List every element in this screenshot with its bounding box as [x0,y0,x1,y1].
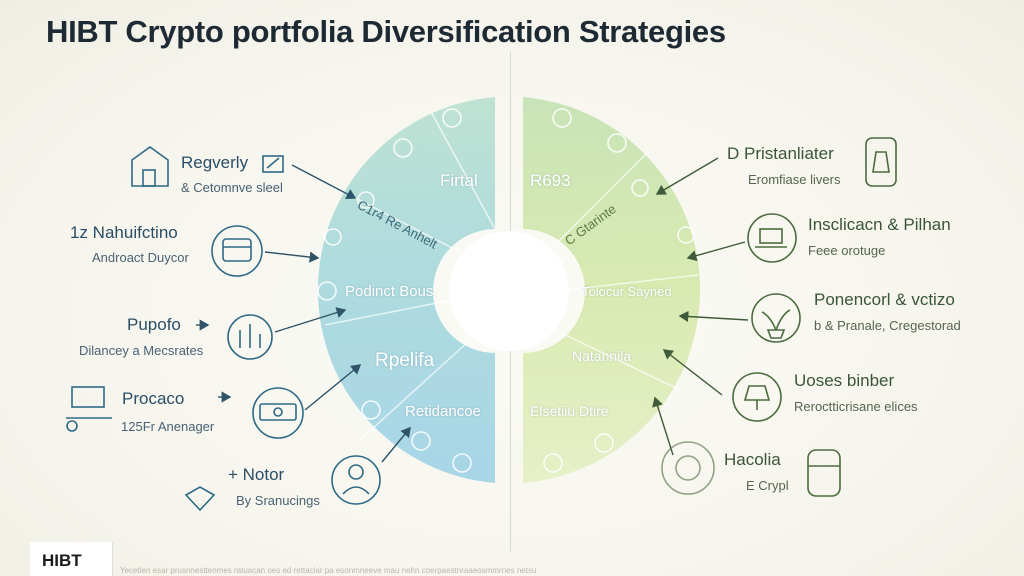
hibt-logo: HIBT [30,542,113,576]
left-item-3-subtitle: Dilancey a Mecsrates [79,343,204,358]
person-icon [331,455,381,505]
right-item-5-subtitle: E Crypl [746,478,789,493]
coin-icon [607,133,627,153]
right-item-2-title: Insclicacn & Pilhan [808,215,951,234]
right-item-2-subtitle: Feee orotuge [808,243,886,258]
money-bag-icon [661,441,715,495]
right-item-3-title: Ponencorl & vctizo [814,290,955,309]
bottle-icon [865,137,897,187]
chart-icon [227,314,273,360]
right-ring-segment [523,97,701,483]
left-item-2-subtitle: Androact Duycor [92,250,189,265]
left-item-5-subtitle: By Sranucings [236,493,320,508]
coin-icon [677,226,695,244]
house-icon [131,146,169,187]
cash-icon [66,386,112,432]
right-item-5-title: Hacolia [724,450,781,469]
left-item-5-title: + Notor [228,465,285,484]
segment-label-top-left: Firtal [440,171,478,190]
laptop-icon [747,213,797,263]
segment-label-top-right: R693 [530,171,571,190]
segment-label-left-bottom: Retidancoe [405,403,481,420]
left-item-2-title: 1z Nahuifctino [70,223,178,242]
segment-label-right-lower: Natannila [572,348,632,364]
jar-icon [807,449,841,497]
right-item-4-subtitle: Reroctticrisane elices [794,399,918,414]
coin-icon [631,179,649,197]
segment-label-right-bottom: Elsetiiu Dtire [530,403,609,419]
coin-icon [317,281,337,301]
logo-text: HIBT [42,551,82,570]
handshake-icon [184,486,216,512]
page-title: HIBT Crypto portfolia Diversification St… [46,14,726,49]
segment-label-left-mid: Podinct Bous [345,283,434,300]
right-arrows [652,157,749,456]
coin-icon [452,453,472,473]
coin-icon [594,433,614,453]
center-hole [449,231,569,351]
left-item-1-subtitle: & Cetomnve sleel [181,180,283,195]
coin-icon [361,400,381,420]
lamp-icon [732,372,782,422]
coin-icon [324,228,342,246]
sector-lines [324,109,699,441]
left-item-4-subtitle: 125Fr Anenager [121,419,215,434]
coin-icon [543,453,563,473]
money-icon [252,387,304,439]
small-chart-icon [262,155,284,173]
segment-label-left-lower: Rpelifa [375,350,435,371]
coin-icon [442,108,462,128]
coin-icon [552,108,572,128]
right-item-3-subtitle: b & Pranale, Cregestorad [814,318,961,333]
coin-icon [357,191,375,209]
coin-icon [411,431,431,451]
left-item-1-title: Regverly [181,153,249,172]
left-item-3-title: Pupofo [127,315,181,334]
left-item-4-title: Procaco [122,389,185,408]
footer-text: Yecetien esar prusnnesttenmes ratuacan o… [120,566,537,575]
ring-icons [317,108,695,473]
plant-icon [751,293,801,343]
left-arrows [196,164,411,463]
right-item-1-title: D Pristanliater [727,144,834,163]
segment-label-right-mid: Tolocur Sayned [582,284,672,299]
wallet-icon [211,225,263,277]
coin-icon [393,138,413,158]
right-item-1-subtitle: Eromfiase livers [748,172,841,187]
right-item-4-title: Uoses binber [794,371,895,390]
